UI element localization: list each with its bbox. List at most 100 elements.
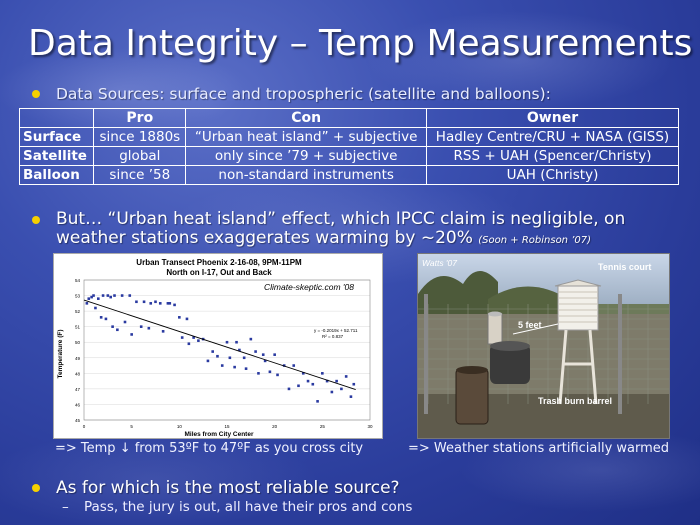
- table-header-cell: [18, 108, 95, 128]
- y-tick-label: 51: [75, 325, 81, 330]
- distance-line: [512, 323, 559, 335]
- plot-frame: [83, 279, 371, 421]
- bullet-dot: [32, 216, 40, 224]
- table-header-cell: Owner: [426, 108, 679, 128]
- data-point: [268, 370, 272, 374]
- data-point: [130, 333, 133, 336]
- data-point: [161, 330, 165, 333]
- data-point: [173, 303, 176, 307]
- x-tick-label: 25: [320, 424, 326, 429]
- table-cell: only since ’79 + subjective: [185, 146, 427, 166]
- pipe: [487, 313, 503, 345]
- x-tick-label: 15: [224, 424, 230, 429]
- barrel-top: [456, 366, 488, 374]
- data-point: [139, 325, 143, 328]
- data-point: [344, 375, 348, 378]
- data-point: [123, 320, 127, 324]
- table-cell: since 1880s: [93, 127, 187, 147]
- weather-station-photo: Watts '07 Tennis court 5 feet Trash burn…: [417, 253, 670, 439]
- chart-title: Urban Transect Phoenix 2-16-08, 9PM-11PM: [136, 258, 302, 267]
- photo-svg: Watts '07 Tennis court 5 feet Trash burn…: [418, 254, 669, 438]
- screen-legs: [558, 329, 598, 405]
- x-tick-label: 5: [130, 424, 133, 429]
- y-tick-label: 45: [75, 418, 81, 423]
- data-point: [261, 353, 265, 356]
- data-point: [85, 302, 89, 305]
- y-tick-label: 54: [75, 278, 81, 283]
- data-point: [340, 387, 343, 391]
- data-point: [335, 379, 338, 383]
- data-point: [197, 339, 200, 342]
- data-point: [187, 342, 191, 346]
- label-tennis-court: Tennis court: [598, 262, 651, 272]
- data-point: [297, 384, 300, 388]
- table-cell: Hadley Centre/CRU + NASA (GISS): [426, 127, 679, 147]
- bullet-urban-heat: But… “Urban heat island” effect, which I…: [32, 210, 682, 250]
- table-cell: since ’58: [93, 165, 187, 185]
- data-point: [116, 328, 119, 332]
- chart-caption: => Temp ↓ from 53ºF to 47ºF as you cross…: [55, 441, 364, 456]
- table-header-cell: Con: [185, 108, 427, 128]
- data-point: [154, 300, 157, 304]
- data-point: [99, 316, 103, 319]
- data-point: [111, 325, 114, 328]
- stevenson-screen: [557, 285, 599, 331]
- data-point: [228, 356, 232, 360]
- screen-roof: [554, 279, 602, 287]
- fence-post: [424, 294, 428, 414]
- table-cell: “Urban heat island” + subjective: [185, 127, 427, 147]
- x-tick-label: 20: [272, 424, 278, 429]
- label-5-feet: 5 feet: [518, 320, 542, 330]
- data-point: [168, 302, 172, 305]
- data-point: [249, 337, 253, 341]
- data-point: [178, 316, 181, 319]
- data-point: [106, 294, 110, 297]
- x-axis-label: Miles from City Center: [185, 431, 254, 438]
- data-point: [330, 390, 334, 394]
- label-trash-burn-barrel: Trash burn barrel: [538, 396, 612, 406]
- fence-post: [618, 294, 622, 414]
- data-point: [149, 302, 153, 305]
- photo-caption: => Weather stations artificially warmed: [408, 441, 670, 456]
- data-point: [104, 317, 108, 321]
- x-tick-label: 0: [83, 424, 86, 429]
- data-point: [94, 306, 97, 310]
- data-point: [273, 353, 276, 356]
- sub-bullet-dash: –: [62, 499, 69, 515]
- data-point: [311, 382, 315, 386]
- table-cell: non-standard instruments: [185, 165, 427, 185]
- citation: (Soon + Robinson ’07): [478, 235, 592, 246]
- data-point: [216, 354, 219, 358]
- table-cell: RSS + UAH (Spencer/Christy): [426, 146, 679, 166]
- x-tick-label: 30: [367, 424, 373, 429]
- data-point: [220, 364, 224, 367]
- x-tick-label: 10: [177, 424, 183, 429]
- data-point: [109, 295, 112, 299]
- barrel-dark: [490, 344, 530, 384]
- data-point: [147, 326, 151, 330]
- trend-line: [83, 299, 356, 390]
- bullet-reliable-source: As for which is the most reliable source…: [32, 478, 400, 498]
- data-point: [238, 348, 241, 352]
- table-row: Balloon since ’58 non-standard instrumen…: [18, 165, 679, 185]
- y-tick-label: 47: [75, 387, 81, 392]
- y-tick-label: 50: [75, 340, 81, 345]
- data-point: [349, 395, 353, 398]
- y-tick-label: 48: [75, 371, 81, 376]
- barrel-dark-top: [490, 341, 530, 351]
- data-point: [225, 340, 229, 344]
- trend-r2: R² = 0.837: [322, 334, 344, 339]
- data-point: [254, 350, 257, 353]
- data-point: [292, 364, 296, 367]
- table-row: Satellite global only since ’79 + subjec…: [18, 146, 679, 166]
- trash-burn-barrel: [455, 368, 489, 425]
- plot-area: 45 46 47 48 49 50 51 52 53 54 0 5 10 15 20 25 30: [75, 278, 373, 429]
- table-header-cell: Pro: [93, 108, 187, 128]
- data-point: [192, 336, 195, 339]
- data-point: [233, 365, 236, 369]
- data-point: [306, 379, 310, 383]
- bullet-dot: [32, 90, 40, 98]
- data-point: [92, 294, 95, 297]
- data-point: [301, 372, 305, 375]
- row-label: Surface: [18, 127, 95, 147]
